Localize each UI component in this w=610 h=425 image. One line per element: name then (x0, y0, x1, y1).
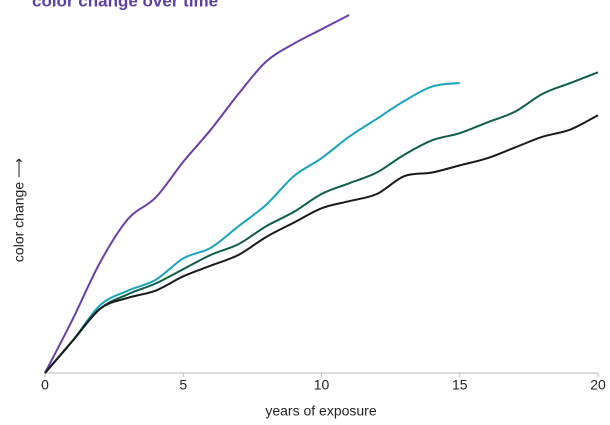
x-tick-label: 15 (452, 377, 468, 393)
x-axis-label: years of exposure (265, 403, 376, 419)
x-tick-label: 20 (590, 377, 606, 393)
series-line (44, 71, 599, 374)
series-line (44, 82, 460, 374)
x-tick-label: 0 (41, 377, 49, 393)
series-line (44, 114, 599, 374)
chart-title: color change over time (32, 0, 218, 10)
y-axis-label: color change ⟶ (11, 158, 27, 262)
x-tick-label: 5 (179, 377, 187, 393)
x-tick-label: 10 (314, 377, 330, 393)
series-line (44, 14, 350, 374)
